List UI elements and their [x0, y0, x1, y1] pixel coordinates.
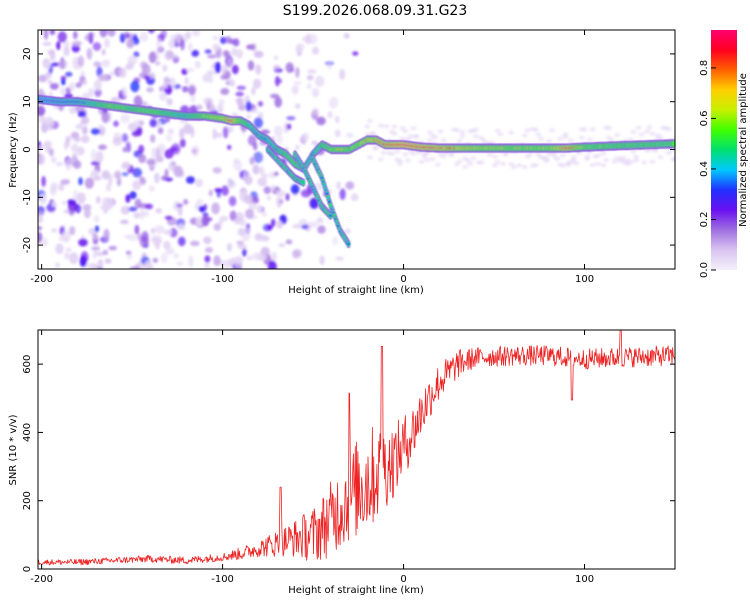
colorbar: 0.0 0.2 0.4 0.6 0.8 Normalized spectral ampl… — [699, 30, 749, 278]
snr-y-tick-label: 200 — [22, 491, 33, 510]
colorbar-ticks: 0.0 0.2 0.4 0.6 0.8 — [699, 60, 716, 278]
snr-ticks: -200 -100 0 100 0 200 400 600 — [22, 330, 675, 585]
spectrogram-y-tick-label: 10 — [22, 95, 33, 108]
spectrogram-x-tick-label: -200 — [30, 274, 53, 285]
snr-x-tick-label: -200 — [30, 574, 53, 585]
colorbar-tick-label: 0.6 — [699, 110, 710, 126]
snr-y-tick-label: 600 — [22, 355, 33, 374]
snr-series-line — [38, 330, 675, 566]
colorbar-tick-label: 0.8 — [699, 60, 710, 76]
snr-x-tick-label: 100 — [575, 574, 594, 585]
spectrogram-frame — [37, 29, 676, 270]
snr-y-tick-label: 0 — [22, 566, 33, 572]
spectrogram-x-tick-label: 0 — [400, 274, 406, 285]
colorbar-gradient — [711, 30, 737, 270]
spectrogram-y-label: Frequency (Hz) — [8, 112, 19, 188]
spectrogram-y-tick-label: -10 — [22, 189, 33, 205]
spectrogram-ridge-layer — [38, 94, 675, 249]
spectrogram-x-tick-label: 100 — [575, 274, 594, 285]
snr-x-tick-label: -100 — [211, 574, 234, 585]
spectrogram-y-tick-label: 0 — [22, 146, 33, 152]
spectrogram-y-tick-label: -20 — [22, 237, 33, 253]
snr-y-tick-label: 400 — [22, 423, 33, 442]
colorbar-tick-label: 0.2 — [699, 212, 710, 228]
figure-title: S199.2026.068.09.31.G23 — [283, 3, 468, 19]
colorbar-label: Normalized spectral amplitude — [738, 73, 749, 227]
spectrogram-x-tick-label: -100 — [211, 274, 234, 285]
snr-y-label: SNR (10 * v/v) — [8, 414, 19, 485]
snr-x-tick-label: 0 — [400, 574, 406, 585]
spectrogram-y-tick-label: 20 — [22, 48, 33, 61]
snr-panel: -200 -100 0 100 0 200 400 600 Height of straigh… — [8, 329, 676, 596]
colorbar-tick-label: 0.0 — [699, 262, 710, 278]
colorbar-tick-label: 0.4 — [699, 161, 710, 177]
snr-frame — [37, 329, 676, 570]
spectrogram-x-label: Height of straight line (km) — [288, 285, 424, 296]
snr-x-label: Height of straight line (km) — [288, 585, 424, 596]
